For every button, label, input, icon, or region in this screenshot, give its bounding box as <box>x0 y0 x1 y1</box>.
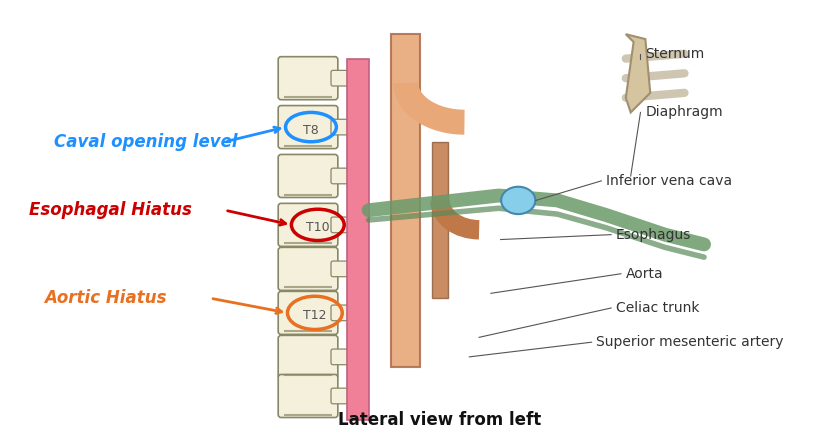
Text: T10: T10 <box>306 221 330 234</box>
Text: Sternum: Sternum <box>645 47 705 61</box>
Text: T12: T12 <box>304 309 327 322</box>
Bar <box>391 34 420 367</box>
Text: Aorta: Aorta <box>626 267 663 281</box>
Text: Lateral view from left: Lateral view from left <box>338 411 542 429</box>
FancyBboxPatch shape <box>331 261 349 277</box>
Polygon shape <box>626 34 650 113</box>
FancyBboxPatch shape <box>331 119 349 135</box>
Text: Inferior vena cava: Inferior vena cava <box>606 174 733 188</box>
FancyBboxPatch shape <box>331 217 349 233</box>
Bar <box>347 59 369 420</box>
Text: Celiac trunk: Celiac trunk <box>616 301 700 315</box>
Ellipse shape <box>501 187 535 214</box>
FancyBboxPatch shape <box>331 388 349 404</box>
FancyBboxPatch shape <box>278 155 338 198</box>
FancyBboxPatch shape <box>278 374 338 417</box>
Text: Esophagal Hiatus: Esophagal Hiatus <box>29 201 192 219</box>
FancyBboxPatch shape <box>278 291 338 334</box>
Text: Diaphragm: Diaphragm <box>645 106 723 120</box>
FancyBboxPatch shape <box>278 203 338 247</box>
FancyBboxPatch shape <box>331 349 349 365</box>
FancyBboxPatch shape <box>331 71 349 86</box>
FancyBboxPatch shape <box>278 57 338 100</box>
FancyBboxPatch shape <box>331 305 349 321</box>
FancyBboxPatch shape <box>331 168 349 184</box>
FancyBboxPatch shape <box>278 336 338 378</box>
Text: Caval opening level: Caval opening level <box>54 133 237 151</box>
Bar <box>433 142 448 298</box>
Text: Superior mesenteric artery: Superior mesenteric artery <box>596 335 784 349</box>
Text: T8: T8 <box>303 124 319 137</box>
FancyBboxPatch shape <box>278 106 338 148</box>
FancyBboxPatch shape <box>278 247 338 290</box>
Text: Esophagus: Esophagus <box>616 228 691 242</box>
Text: Aortic Hiatus: Aortic Hiatus <box>44 289 166 307</box>
